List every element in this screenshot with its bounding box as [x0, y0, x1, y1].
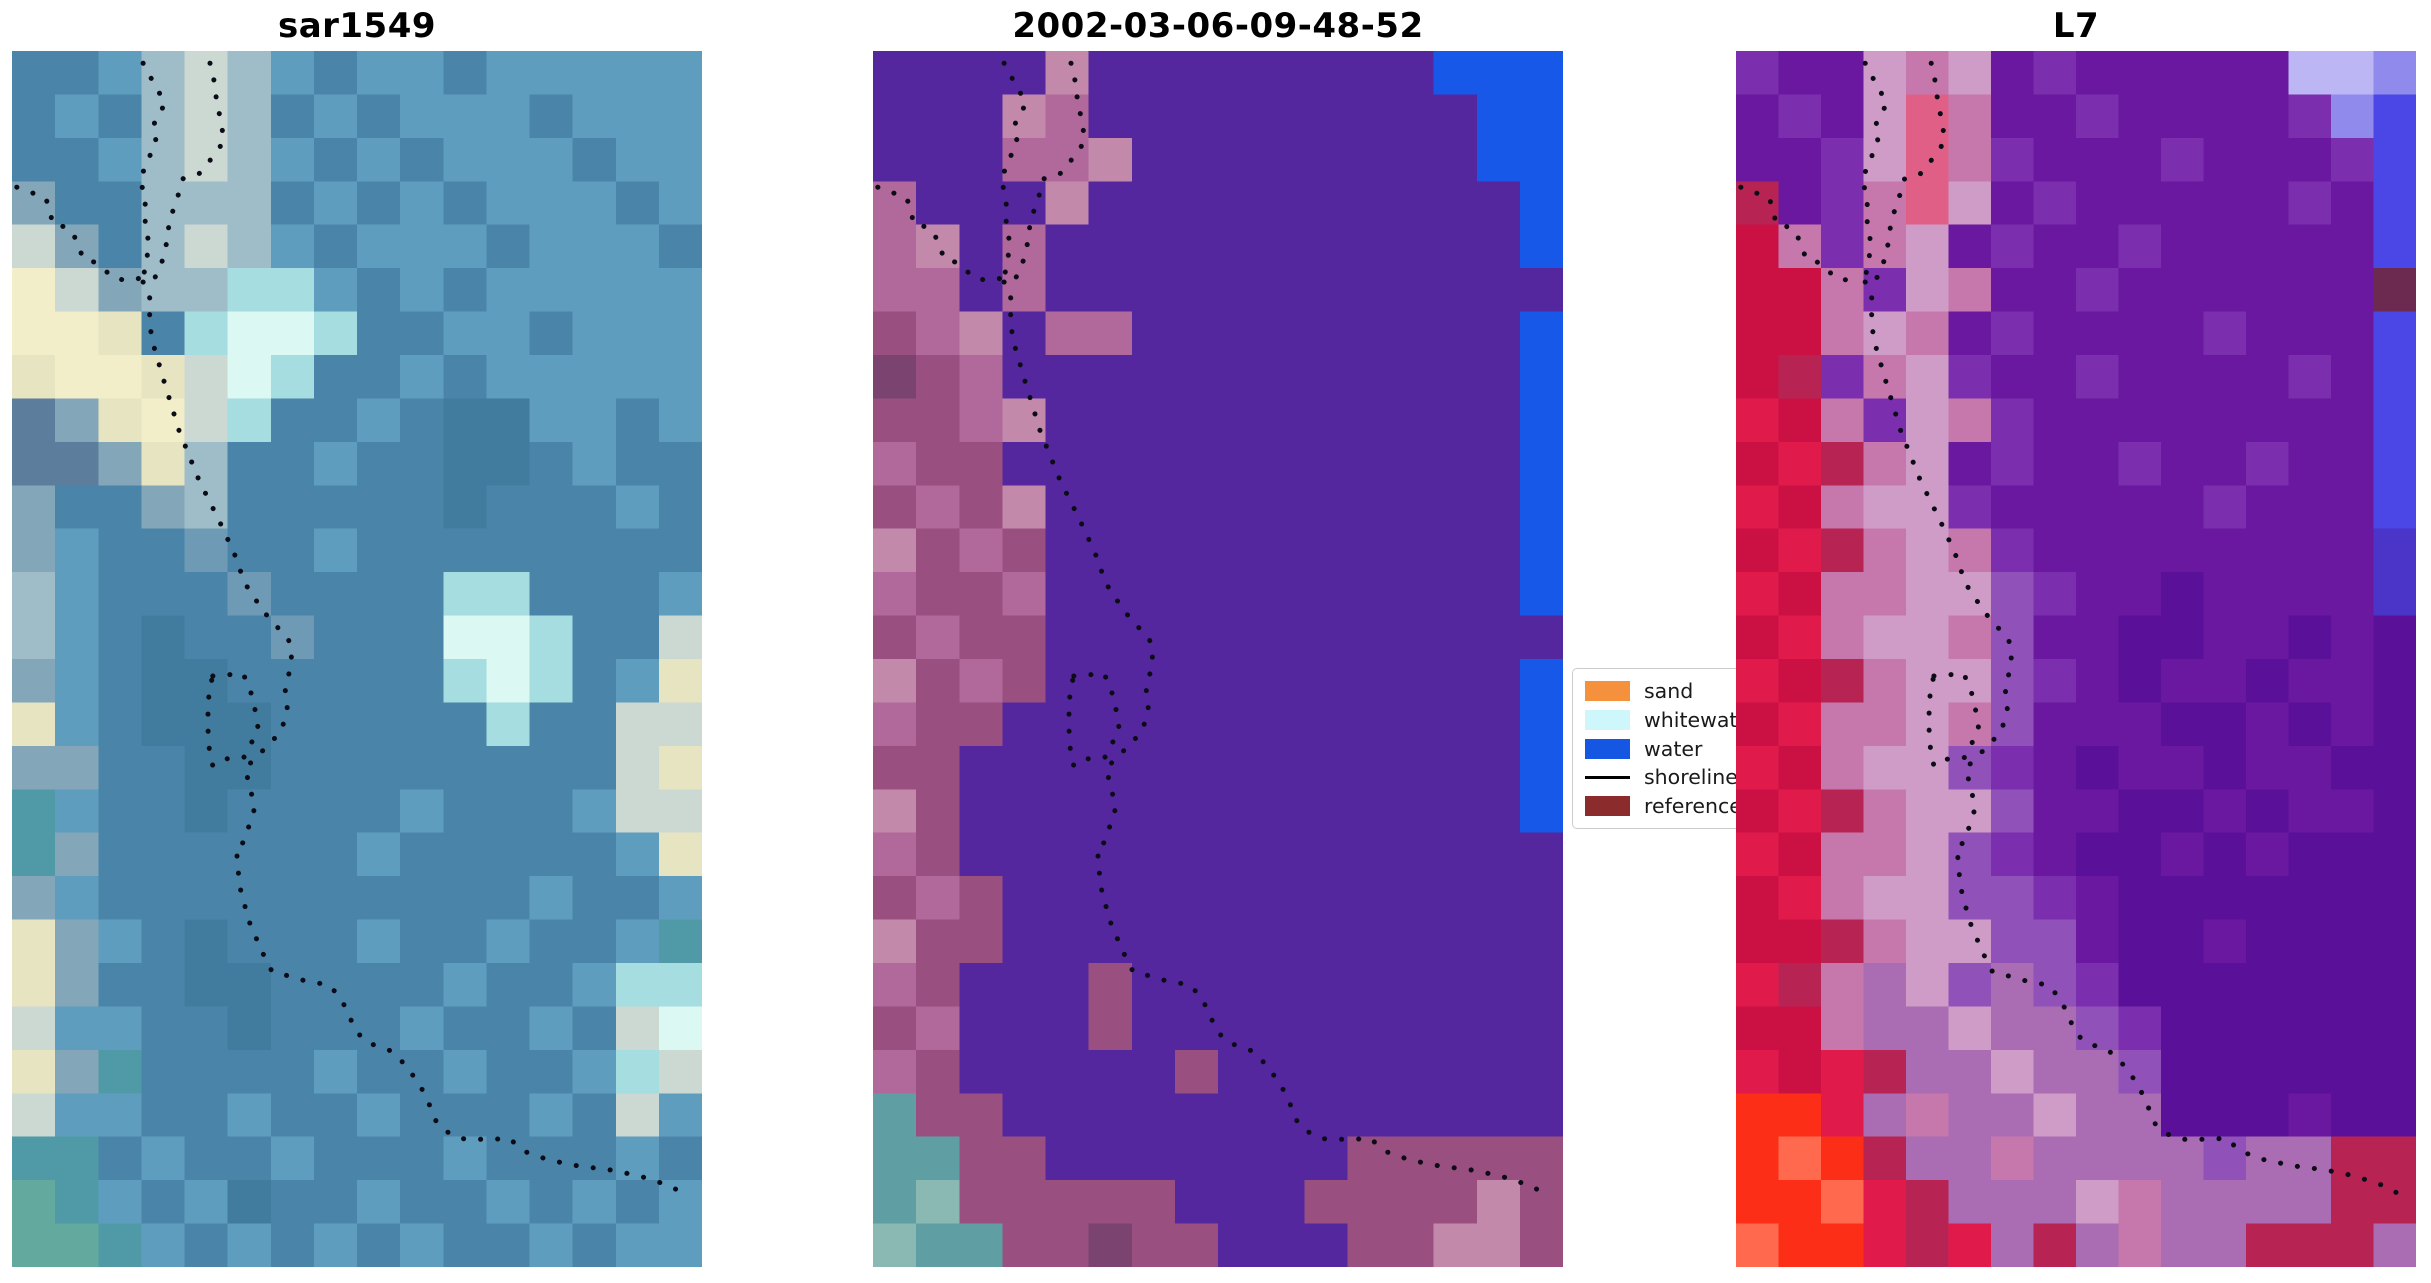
panel-title-sar: sar1549: [277, 6, 437, 46]
shoreline-overlay-sar: [14, 60, 688, 1197]
shoreline-dotted-line: [875, 184, 1003, 284]
legend-label: shoreline: [1644, 765, 1738, 790]
panel-title-date: 2002-03-06-09-48-52: [1012, 6, 1424, 46]
panel-l7: [1736, 51, 2416, 1267]
legend-swatch-sand: [1585, 681, 1630, 701]
legend-entry-reference: reference: [1585, 793, 1775, 819]
shoreline-dotted-line: [205, 670, 261, 770]
shoreline-dotted-line: [1066, 670, 1122, 770]
classified-image: [873, 51, 1563, 1267]
shoreline-dotted-line: [137, 60, 169, 281]
shoreline-dotted-line: [1859, 60, 1890, 281]
shoreline-dotted-line: [1012, 60, 1088, 283]
legend-entry-water: water: [1585, 736, 1775, 762]
legend-swatch-whitewater: [1585, 709, 1630, 730]
legend-swatch-reference: [1585, 796, 1630, 816]
shoreline-dotted-line: [151, 60, 227, 283]
panel-title-l7: L7: [2052, 6, 2100, 46]
shoreline-dotted-line: [1873, 60, 1948, 283]
shoreline-dotted-line: [1926, 670, 1982, 770]
shoreline-dotted-line: [1738, 184, 1864, 284]
legend-label: water: [1644, 736, 1703, 761]
legend-swatch-shoreline: [1585, 775, 1630, 779]
shoreline-dotted-line: [14, 184, 142, 284]
shoreline-overlay-classified: [875, 60, 1549, 1197]
legend-label: sand: [1644, 679, 1694, 703]
l7-image: [1736, 51, 2416, 1267]
legend-entry-shoreline: shoreline: [1585, 764, 1775, 790]
legend-swatch-water: [1585, 738, 1630, 759]
shoreline-overlay-l7: [1738, 60, 2402, 1197]
legend-label: reference: [1644, 794, 1742, 818]
shoreline-dotted-line: [1001, 279, 1549, 1197]
shoreline-dotted-line: [998, 60, 1030, 281]
panel-sar1549: [12, 51, 702, 1267]
shoreline-dotted-line: [140, 279, 688, 1197]
legend-entry-sand: sand: [1585, 678, 1775, 704]
sar-image: [12, 51, 702, 1267]
shoreline-dotted-line: [1862, 279, 2402, 1197]
panel-classified: [873, 51, 1563, 1267]
